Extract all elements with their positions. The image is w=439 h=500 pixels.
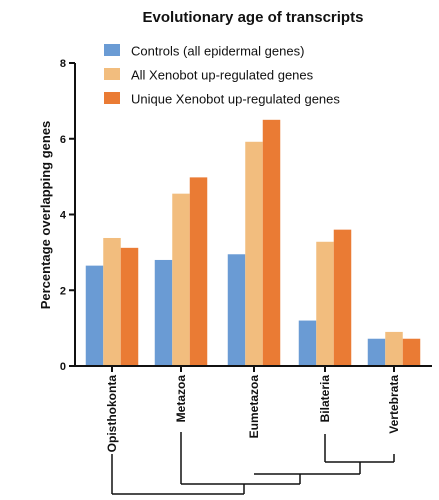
x-tick-label-metazoa: Metazoa [174,375,188,423]
bar-vertebrata-s3 [402,338,421,366]
x-tick-label-opisthokonta: Opisthokonta [105,375,119,453]
y-tick-label-0: 0 [60,361,66,373]
bar-opisthokonta-s3 [120,247,139,366]
phylogeny-tree [111,432,395,495]
bar-eumetazoa-s1 [227,254,246,366]
bar-eumetazoa-s2 [245,141,263,366]
bar-metazoa-s1 [154,259,173,366]
bars [85,119,421,366]
bar-metazoa-s3 [189,177,208,366]
bar-bilateria-s2 [316,241,334,366]
legend-label-2: All Xenobot up-regulated genes [131,68,314,83]
y-tick-label-6: 6 [60,134,66,146]
legend-label-3: Unique Xenobot up-regulated genes [131,92,340,107]
legend-swatch-3 [104,92,120,104]
y-tick-label-2: 2 [60,285,66,297]
bar-opisthokonta-s1 [85,265,104,366]
bar-bilateria-s1 [298,320,317,366]
legend: Controls (all epidermal genes) All Xenobo… [104,44,340,107]
y-tick-label-8: 8 [60,58,66,70]
bar-opisthokonta-s2 [103,237,121,366]
chart-title: Evolutionary age of transcripts [143,9,364,26]
legend-label-1: Controls (all epidermal genes) [131,44,304,59]
bar-bilateria-s3 [333,229,352,366]
legend-swatch-1 [104,44,120,56]
y-tick-label-4: 4 [60,210,67,222]
bar-vertebrata-s1 [367,338,386,366]
x-tick-label-eumetazoa: Eumetazoa [247,375,261,439]
axes: 0 2 4 6 8 Opisthokonta Metazoa Eumetazoa Bilater… [60,58,432,452]
bar-metazoa-s2 [172,193,190,366]
y-axis-label: Percentage overlapping genes [38,121,53,310]
bar-eumetazoa-s3 [262,119,281,366]
legend-swatch-2 [104,68,120,80]
x-tick-label-vertebrata: Vertebrata [387,375,401,434]
bar-vertebrata-s2 [385,331,403,366]
x-tick-label-bilateria: Bilateria [318,375,332,423]
